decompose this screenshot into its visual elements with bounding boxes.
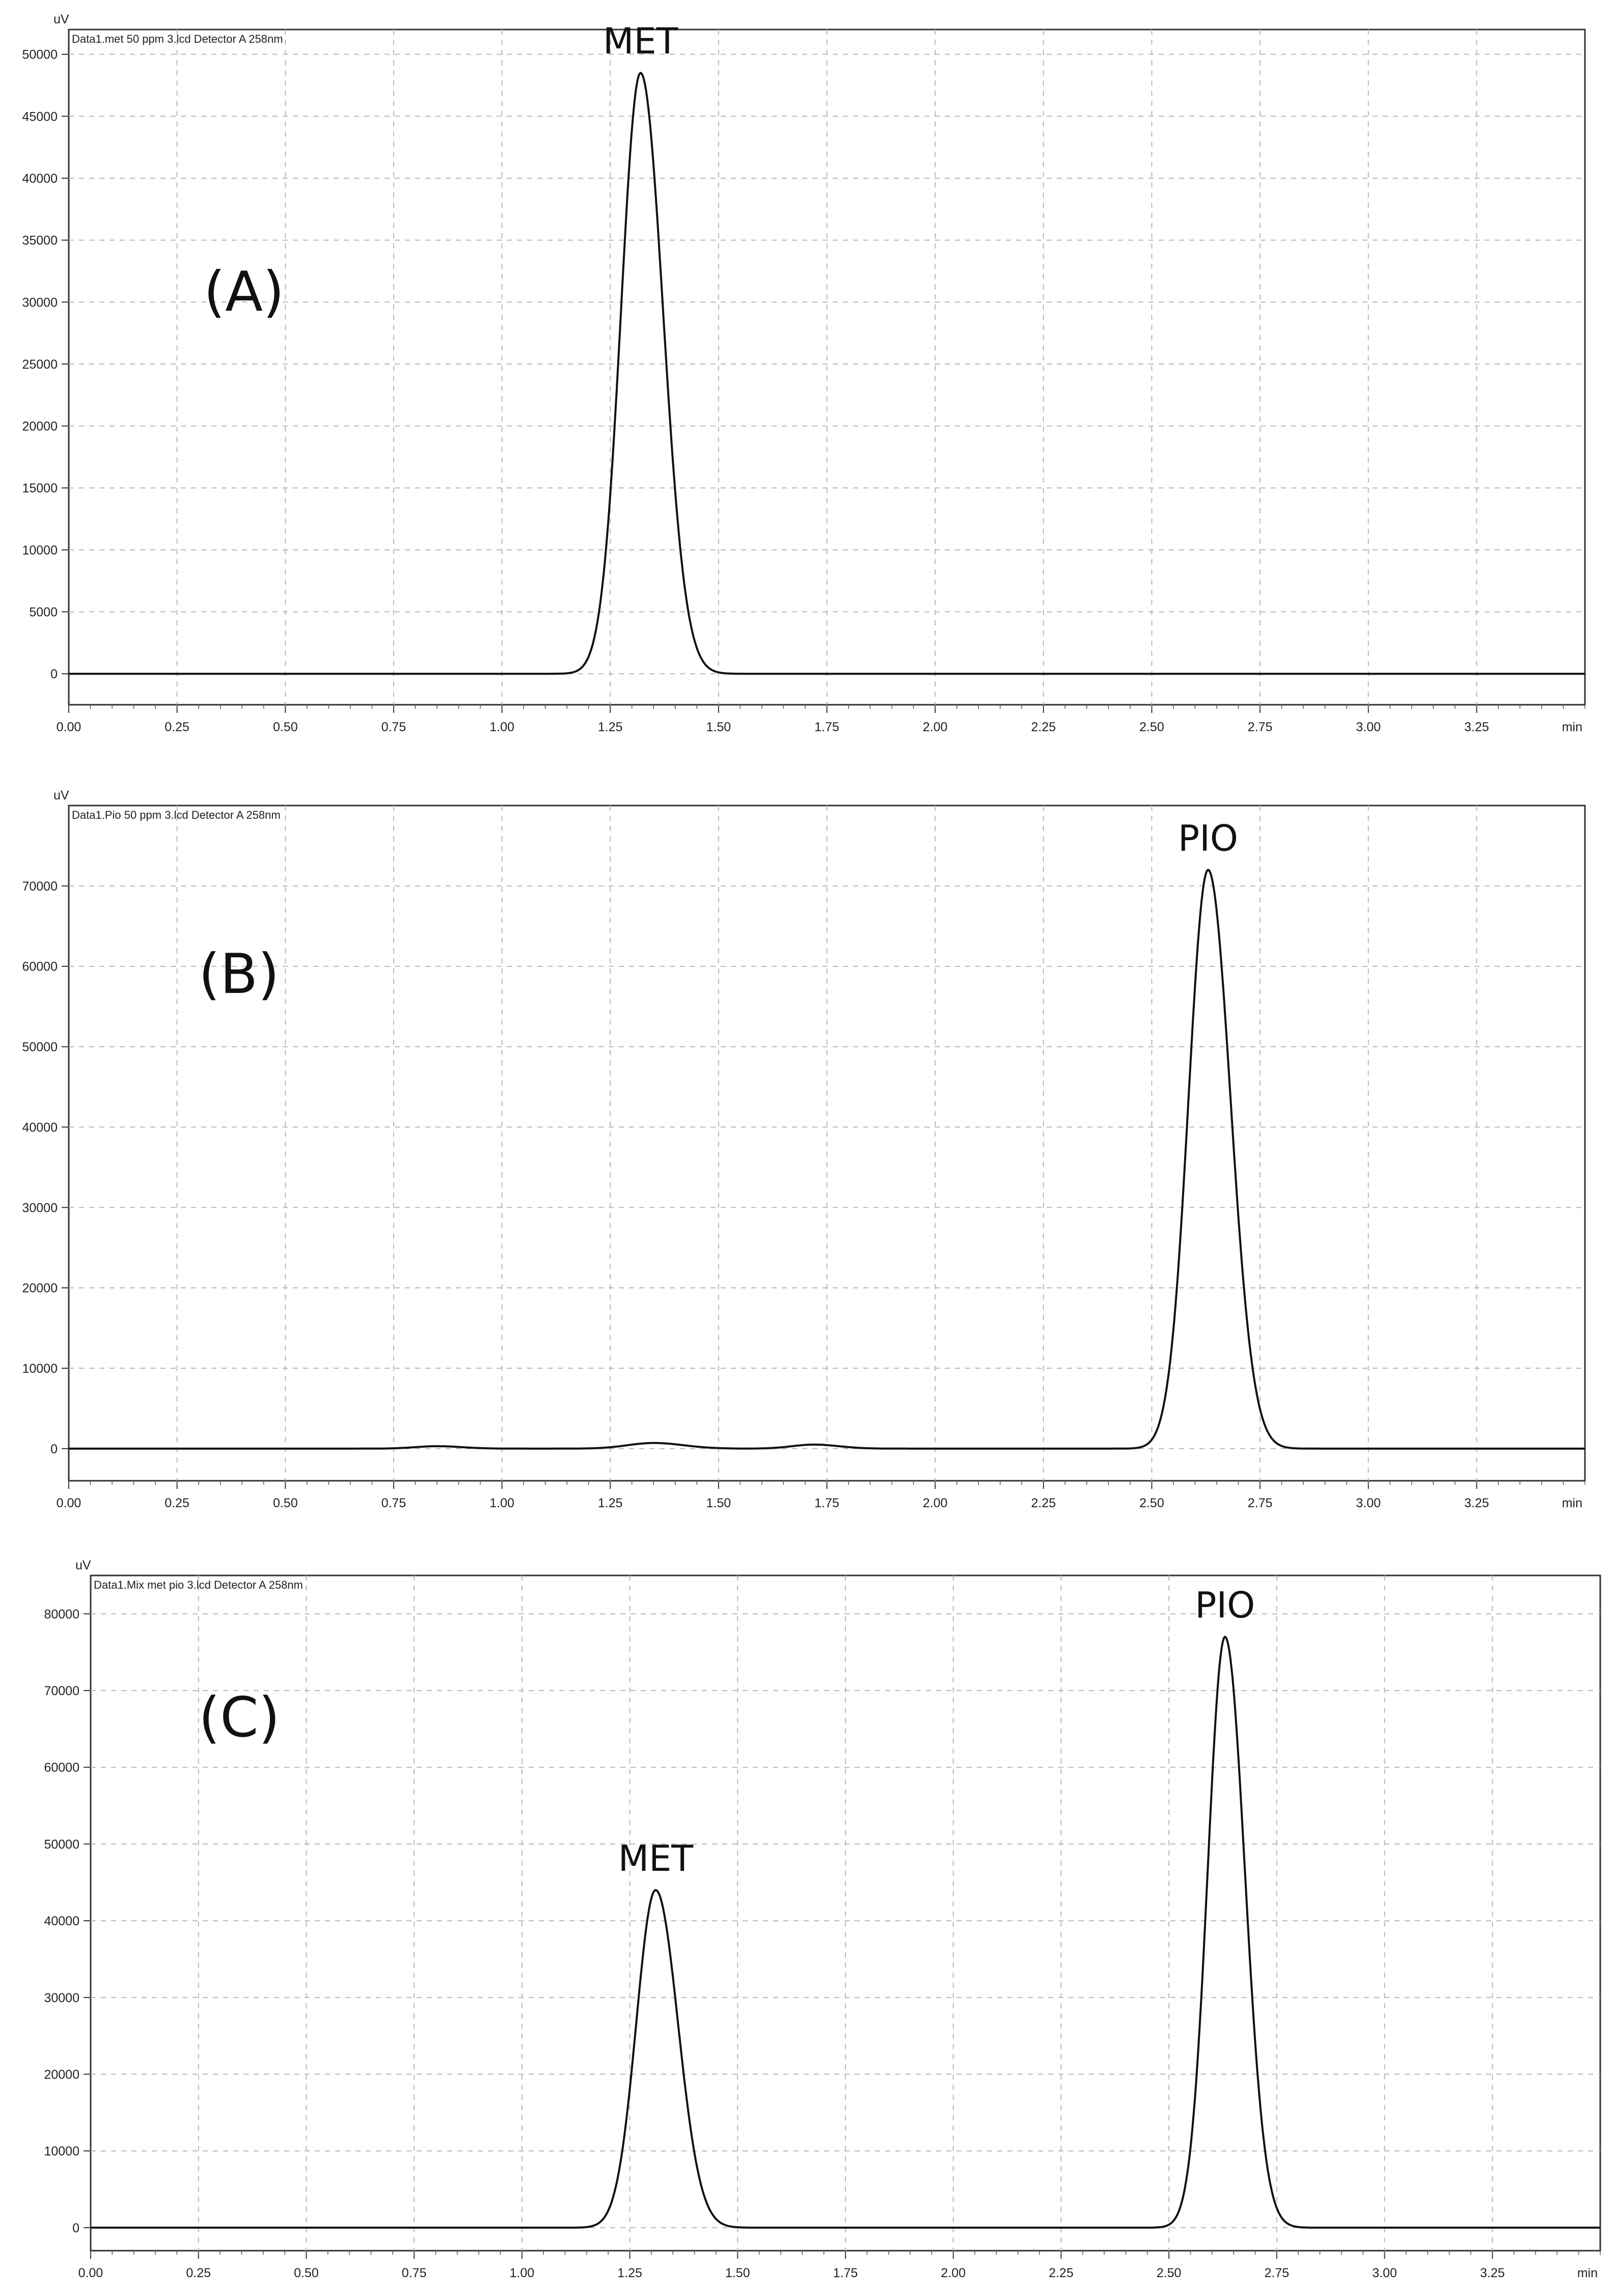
y-tick-label: 50000 bbox=[22, 1040, 58, 1055]
x-tick-label: 0.25 bbox=[165, 720, 189, 734]
x-tick-label: 3.25 bbox=[1464, 1496, 1489, 1510]
panel-letter: (C) bbox=[199, 1686, 280, 1750]
x-tick-label: 2.75 bbox=[1248, 1496, 1273, 1510]
peak-label-pio: PIO bbox=[1178, 817, 1238, 859]
x-tick-label: 2.50 bbox=[1139, 1496, 1164, 1510]
y-unit-label: uV bbox=[53, 12, 69, 26]
peak-label-met: MET bbox=[603, 20, 678, 62]
y-tick-label: 40000 bbox=[22, 172, 58, 186]
y-tick-label: 80000 bbox=[44, 1607, 79, 1621]
y-tick-label: 5000 bbox=[29, 605, 58, 620]
x-tick-label: 2.00 bbox=[923, 1496, 948, 1510]
x-tick-label: 2.00 bbox=[923, 720, 948, 734]
x-tick-label: 0.75 bbox=[381, 720, 406, 734]
data-file-header: Data1.met 50 ppm 3.lcd Detector A 258nm bbox=[72, 33, 283, 45]
y-tick-label: 20000 bbox=[44, 2067, 79, 2082]
x-tick-label: 1.75 bbox=[833, 2266, 858, 2280]
y-tick-label: 10000 bbox=[22, 543, 58, 558]
x-tick-label: 1.50 bbox=[725, 2266, 750, 2280]
x-tick-label: 2.00 bbox=[941, 2266, 966, 2280]
y-tick-label: 15000 bbox=[22, 481, 58, 495]
x-tick-label: 2.50 bbox=[1139, 720, 1164, 734]
x-tick-label: 3.00 bbox=[1372, 2266, 1397, 2280]
chromatogram-trace bbox=[91, 1635, 1600, 2229]
y-tick-label: 30000 bbox=[44, 1991, 79, 2005]
chart-panel-3: 0.00 0.25 0.50 0.75 1.00 1.25 1.50 1.75 2.00 2.25… bbox=[44, 1558, 1601, 2280]
y-tick-label: 45000 bbox=[22, 109, 58, 124]
y-unit-label: uV bbox=[53, 788, 69, 803]
x-tick-label: 1.25 bbox=[598, 1496, 623, 1510]
y-tick-label: 60000 bbox=[44, 1761, 79, 1775]
y-tick-label: 40000 bbox=[44, 1914, 79, 1928]
x-tick-label: 2.25 bbox=[1031, 720, 1056, 734]
y-tick-label: 50000 bbox=[22, 48, 58, 62]
y-tick-label: 20000 bbox=[22, 420, 58, 434]
y-tick-label: 70000 bbox=[22, 879, 58, 894]
y-tick-label: 50000 bbox=[44, 1837, 79, 1851]
x-tick-label: 0.25 bbox=[165, 1496, 189, 1510]
data-file-header: Data1.Mix met pio 3.lcd Detector A 258nm bbox=[94, 1579, 303, 1591]
chart-panel-1: 0.00 0.25 0.50 0.75 1.00 1.25 1.50 1.75 2.00 2.25… bbox=[22, 12, 1586, 734]
x-tick-label: 2.50 bbox=[1157, 2266, 1182, 2280]
x-unit-label: min bbox=[1562, 1496, 1582, 1510]
peak-label-pio: PIO bbox=[1195, 1585, 1255, 1626]
y-tick-label: 60000 bbox=[22, 960, 58, 974]
x-tick-label: 2.25 bbox=[1031, 1496, 1056, 1510]
y-tick-label: 70000 bbox=[44, 1684, 79, 1698]
y-tick-label: 30000 bbox=[22, 1201, 58, 1215]
y-tick-label: 0 bbox=[50, 667, 58, 681]
y-tick-label: 10000 bbox=[44, 2144, 79, 2159]
x-tick-label: 1.50 bbox=[706, 1496, 731, 1510]
x-tick-label: 0.50 bbox=[294, 2266, 319, 2280]
x-tick-label: 1.75 bbox=[814, 1496, 839, 1510]
x-tick-label: 1.75 bbox=[814, 720, 839, 734]
x-tick-label: 0.50 bbox=[273, 720, 298, 734]
x-tick-label: 0.00 bbox=[57, 1496, 81, 1510]
panel-letter: (B) bbox=[199, 943, 279, 1006]
x-unit-label: min bbox=[1577, 2266, 1598, 2280]
y-tick-label: 40000 bbox=[22, 1120, 58, 1135]
y-tick-label: 30000 bbox=[22, 295, 58, 310]
panel-letter: (A) bbox=[204, 260, 284, 324]
y-tick-label: 10000 bbox=[22, 1362, 58, 1376]
chromatogram-trace bbox=[69, 71, 1585, 675]
x-tick-label: 0.25 bbox=[186, 2266, 211, 2280]
x-tick-label: 3.25 bbox=[1464, 720, 1489, 734]
x-tick-label: 2.25 bbox=[1049, 2266, 1074, 2280]
peak-label-met: MET bbox=[618, 1838, 694, 1879]
chart-panel-2: 0.00 0.25 0.50 0.75 1.00 1.25 1.50 1.75 2.00 2.25… bbox=[22, 788, 1586, 1510]
x-tick-label: 0.75 bbox=[402, 2266, 427, 2280]
chromatogram-trace bbox=[69, 868, 1585, 1450]
x-unit-label: min bbox=[1562, 720, 1582, 734]
x-tick-label: 2.75 bbox=[1265, 2266, 1290, 2280]
x-tick-label: 0.00 bbox=[78, 2266, 103, 2280]
y-tick-label: 35000 bbox=[22, 234, 58, 248]
x-tick-label: 1.00 bbox=[489, 1496, 514, 1510]
x-tick-label: 3.00 bbox=[1356, 1496, 1381, 1510]
x-tick-label: 3.25 bbox=[1480, 2266, 1505, 2280]
x-tick-label: 0.50 bbox=[273, 1496, 298, 1510]
x-tick-label: 3.00 bbox=[1356, 720, 1381, 734]
x-tick-label: 1.25 bbox=[598, 720, 623, 734]
x-tick-label: 0.00 bbox=[57, 720, 81, 734]
x-tick-label: 2.75 bbox=[1248, 720, 1273, 734]
y-tick-label: 0 bbox=[50, 1442, 58, 1456]
data-file-header: Data1.Pio 50 ppm 3.lcd Detector A 258nm bbox=[72, 809, 281, 821]
x-tick-label: 0.75 bbox=[381, 1496, 406, 1510]
x-tick-label: 1.25 bbox=[617, 2266, 642, 2280]
y-tick-label: 20000 bbox=[22, 1281, 58, 1295]
y-unit-label: uV bbox=[75, 1558, 91, 1572]
x-tick-label: 1.00 bbox=[510, 2266, 535, 2280]
x-tick-label: 1.50 bbox=[706, 720, 731, 734]
x-tick-label: 1.00 bbox=[489, 720, 514, 734]
y-tick-label: 25000 bbox=[22, 357, 58, 372]
y-tick-label: 0 bbox=[72, 2221, 79, 2235]
